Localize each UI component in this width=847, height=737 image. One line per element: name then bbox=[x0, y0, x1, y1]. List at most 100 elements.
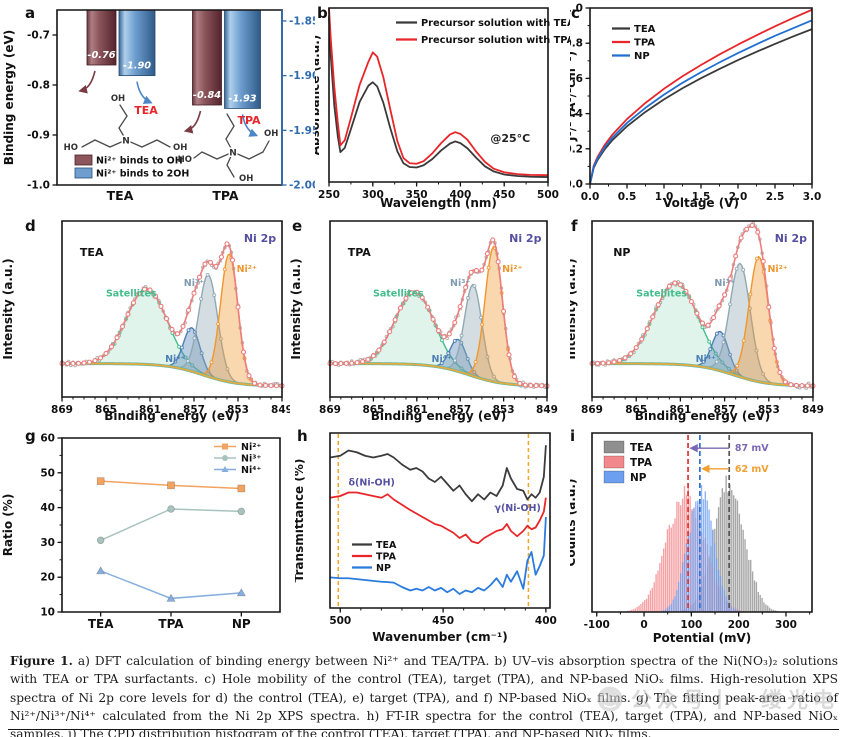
legend-marker bbox=[222, 455, 228, 461]
x-tick-label: 0.5 bbox=[618, 191, 637, 203]
component-marker bbox=[714, 359, 719, 364]
component-marker bbox=[486, 265, 491, 270]
envelope-marker bbox=[688, 299, 694, 305]
hist-bar-tea bbox=[719, 497, 722, 612]
component-label-ni2: Ni²⁺ bbox=[502, 264, 522, 275]
hist-bar-np bbox=[704, 491, 706, 612]
envelope-marker bbox=[744, 226, 750, 232]
p-f-chart: 869 865 861 857 853 849 Binding energy (eV) Int… bbox=[564, 217, 824, 423]
envelope-marker bbox=[705, 322, 711, 328]
envelope-marker bbox=[136, 291, 142, 297]
molecule-name-tpa: TPA bbox=[237, 114, 261, 127]
envelope-marker bbox=[441, 334, 447, 340]
component-marker bbox=[466, 296, 470, 300]
hist-bar-tea bbox=[740, 524, 742, 612]
component-marker bbox=[713, 351, 718, 356]
hist-bar-tea bbox=[744, 539, 746, 612]
atom-label: OH bbox=[173, 143, 187, 153]
envelope-marker bbox=[655, 302, 661, 308]
category-label: TPA bbox=[158, 617, 184, 631]
hist-bar-tea bbox=[748, 559, 750, 612]
marker-square bbox=[96, 477, 105, 486]
legend-label: Precursor solution with TPA bbox=[421, 35, 570, 46]
component-marker bbox=[216, 321, 221, 326]
legend-swatch-blue bbox=[74, 167, 93, 179]
y-axis-title: Transmittance (%) bbox=[295, 459, 306, 583]
envelope-marker bbox=[108, 344, 115, 350]
plot-frame bbox=[61, 437, 281, 613]
hist-bar-np bbox=[723, 589, 725, 612]
component-marker bbox=[179, 345, 184, 350]
molecule-name-tea: TEA bbox=[134, 104, 158, 117]
envelope-marker bbox=[479, 267, 485, 273]
hist-bar-np bbox=[717, 569, 720, 612]
component-marker bbox=[218, 336, 223, 341]
component-marker bbox=[472, 370, 477, 375]
component-marker bbox=[459, 366, 464, 371]
component-marker bbox=[479, 315, 483, 320]
region-label: Ni 2p bbox=[244, 232, 276, 245]
envelope-marker bbox=[755, 229, 761, 235]
bottom-rule bbox=[8, 729, 839, 730]
envelope-marker bbox=[332, 360, 338, 367]
x-tick-label: 500 bbox=[329, 615, 351, 627]
legend-label: TPA bbox=[376, 552, 397, 563]
envelope-marker bbox=[716, 303, 722, 309]
hist-bar-tpa bbox=[634, 608, 636, 612]
hist-bar-tpa bbox=[678, 502, 680, 612]
envelope-marker bbox=[64, 360, 71, 367]
hist-bar-np bbox=[702, 499, 705, 612]
hist-bar-tea bbox=[772, 609, 775, 612]
envelope-marker bbox=[606, 360, 612, 366]
envelope-marker bbox=[381, 339, 387, 345]
x-tick-label: 1.5 bbox=[692, 191, 711, 203]
hist-bar-tea bbox=[759, 594, 761, 612]
y-tick-label: 30 bbox=[40, 537, 55, 549]
molecule-bond bbox=[141, 139, 158, 148]
envelope-marker bbox=[81, 360, 87, 366]
legend-marker bbox=[222, 443, 228, 450]
envelope-marker bbox=[799, 383, 805, 389]
component-fill-ni3 bbox=[174, 274, 241, 384]
curved-arrow-blue bbox=[241, 114, 259, 137]
y-tick-label: 0.6 bbox=[570, 73, 583, 85]
envelope-marker bbox=[251, 380, 258, 386]
envelope-marker bbox=[666, 283, 672, 289]
curve-tea bbox=[589, 28, 813, 185]
component-label-satellites: Satellites bbox=[636, 289, 687, 300]
component-marker bbox=[190, 363, 195, 368]
envelope-marker bbox=[517, 380, 523, 387]
hist-bar-tpa bbox=[645, 598, 648, 612]
hist-bar-tpa bbox=[676, 501, 678, 612]
envelope-marker bbox=[119, 323, 126, 330]
component-marker bbox=[212, 293, 217, 298]
y-tick-label: -1.0 bbox=[27, 180, 50, 192]
right-tick-label: -1.95 bbox=[289, 125, 315, 137]
component-marker bbox=[741, 267, 746, 272]
atom-label: N bbox=[229, 149, 237, 159]
molecule-bond bbox=[226, 113, 235, 127]
envelope-marker bbox=[622, 355, 628, 361]
component-label-satellites: Satellites bbox=[373, 289, 424, 300]
component-marker bbox=[472, 284, 477, 288]
legend-label: TEA bbox=[630, 442, 653, 454]
envelope-marker bbox=[628, 351, 634, 357]
bar-value-label: -1.93 bbox=[228, 93, 256, 104]
hist-bar-tea bbox=[768, 607, 771, 612]
molecule-bond bbox=[94, 139, 111, 148]
envelope-marker bbox=[699, 320, 706, 326]
hist-bar-np bbox=[668, 605, 671, 612]
hist-bar-tpa bbox=[659, 563, 661, 612]
envelope-marker bbox=[360, 358, 366, 365]
curved-arrow-blue bbox=[136, 81, 153, 104]
component-fill-ni3 bbox=[703, 263, 777, 385]
hist-bar-np bbox=[666, 607, 669, 612]
x-tick-label: 300 bbox=[775, 619, 797, 631]
envelope-marker bbox=[376, 347, 382, 353]
hist-bar-tea bbox=[742, 529, 744, 612]
x-tick-label: 200 bbox=[728, 619, 750, 631]
hist-bar-tea bbox=[746, 549, 748, 612]
molecule-bond bbox=[225, 138, 234, 153]
envelope-marker bbox=[600, 360, 606, 366]
envelope-marker bbox=[804, 383, 811, 389]
